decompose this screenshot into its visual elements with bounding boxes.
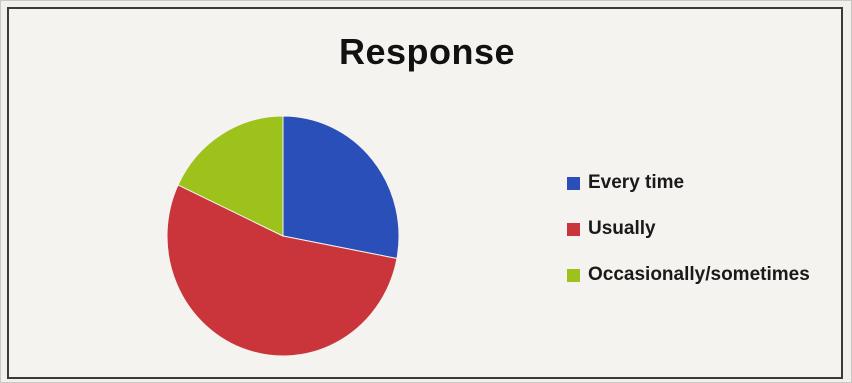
legend-item-occasionally: Occasionally/sometimes [567,263,810,287]
pie-slice-occasionally [177,115,284,237]
pie-slice-usually [166,184,398,357]
pie-slice-every-time [282,115,400,260]
chart-title: Response [338,31,516,72]
legend-label-occasionally: Occasionally/sometimes [588,264,810,285]
legend-label-usually: Usually [588,218,656,239]
legend-item-usually: Usually [567,217,810,241]
legend-swatch-every-time [567,176,580,190]
legend-label-every-time: Every time [588,172,685,193]
legend-item-every-time: Every time [567,171,810,195]
chart-border [7,7,843,379]
legend-swatch-usually [567,222,580,236]
chart-legend: Every time Usually Occasionally/sometime… [567,171,810,309]
legend-swatch-occasionally [567,268,580,282]
pie-chart [166,115,400,357]
